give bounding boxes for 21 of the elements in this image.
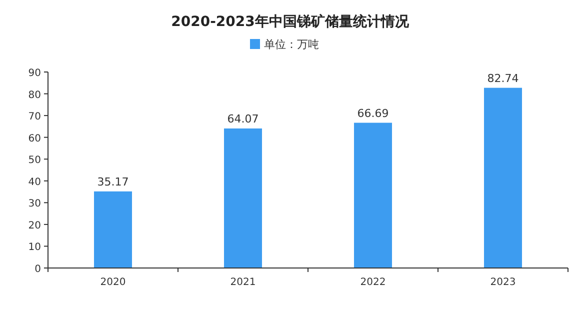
- data-label: 64.07: [227, 112, 259, 126]
- legend-label: 单位：万吨: [264, 38, 319, 51]
- y-tick-label: 0: [34, 264, 41, 275]
- y-tick-label: 70: [28, 112, 41, 123]
- y-tick-label: 20: [28, 220, 41, 232]
- title: 2020-2023年中国锑矿储量统计情况: [171, 14, 409, 30]
- x-tick-label: 2022: [360, 277, 386, 288]
- data-label: 82.74: [487, 72, 519, 85]
- x-tick-label: 2020: [100, 277, 126, 288]
- data-label: 66.69: [357, 106, 389, 120]
- y-tick-label: 50: [28, 155, 41, 166]
- y-tick-label: 80: [28, 90, 41, 101]
- x-tick-label: 2023: [490, 277, 516, 288]
- legend-item: 单位：万吨: [250, 38, 319, 51]
- y-tick-label: 10: [28, 242, 41, 254]
- y-tick-label: 30: [28, 198, 41, 210]
- data-label: 35.17: [97, 175, 129, 188]
- y-tick-label: 60: [28, 133, 41, 144]
- y-tick-label: 40: [28, 176, 41, 188]
- x-tick-label: 2021: [230, 277, 256, 288]
- y-tick-label: 90: [28, 68, 41, 79]
